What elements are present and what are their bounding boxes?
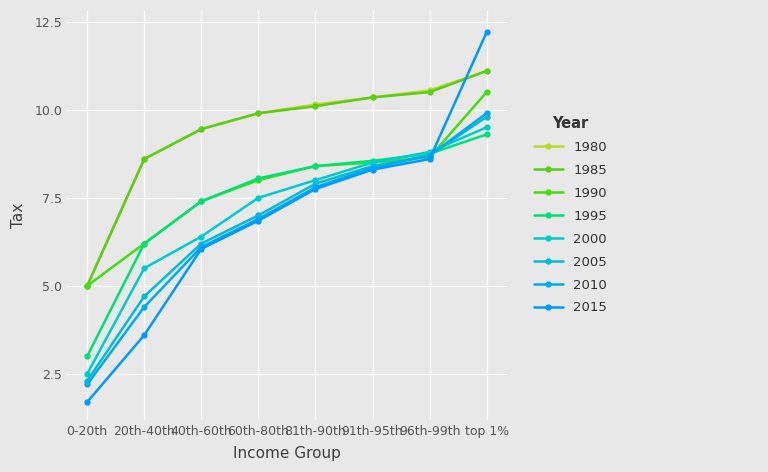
Line: 1990: 1990 xyxy=(84,90,489,288)
1980 xyxy=(368,94,377,100)
2015 xyxy=(368,167,377,172)
1985 xyxy=(482,68,492,74)
2000 xyxy=(311,177,320,183)
1985 xyxy=(82,283,91,289)
1980 xyxy=(425,87,434,93)
1985 xyxy=(368,94,377,100)
Line: 1980: 1980 xyxy=(84,68,489,288)
Line: 2000: 2000 xyxy=(84,125,489,376)
2010 xyxy=(197,244,206,250)
1995 xyxy=(253,176,263,181)
1990 xyxy=(140,241,149,246)
2005 xyxy=(82,378,91,384)
1990 xyxy=(197,199,206,204)
2015 xyxy=(482,29,492,35)
X-axis label: Income Group: Income Group xyxy=(233,446,341,461)
1990 xyxy=(368,160,377,165)
1980 xyxy=(311,101,320,107)
Line: 1995: 1995 xyxy=(84,132,489,359)
2005 xyxy=(368,163,377,169)
2005 xyxy=(140,294,149,299)
1995 xyxy=(197,199,206,204)
2010 xyxy=(311,185,320,190)
2000 xyxy=(140,265,149,271)
Line: 1985: 1985 xyxy=(84,68,489,288)
1985 xyxy=(311,103,320,109)
2000 xyxy=(253,195,263,201)
2015 xyxy=(82,399,91,405)
2015 xyxy=(197,246,206,252)
2010 xyxy=(482,110,492,116)
1980 xyxy=(253,110,263,116)
2000 xyxy=(425,149,434,155)
1995 xyxy=(311,163,320,169)
1990 xyxy=(82,283,91,289)
Line: 2005: 2005 xyxy=(84,114,489,383)
2005 xyxy=(253,212,263,218)
2015 xyxy=(253,218,263,224)
1995 xyxy=(140,241,149,246)
1980 xyxy=(82,283,91,289)
1995 xyxy=(368,158,377,164)
Y-axis label: Tax: Tax xyxy=(11,203,26,228)
2000 xyxy=(197,234,206,239)
1985 xyxy=(425,89,434,95)
1990 xyxy=(482,89,492,95)
2015 xyxy=(311,186,320,192)
1990 xyxy=(425,154,434,160)
1995 xyxy=(482,132,492,137)
2005 xyxy=(311,181,320,186)
1985 xyxy=(140,156,149,162)
2010 xyxy=(140,304,149,310)
2005 xyxy=(482,114,492,119)
1980 xyxy=(197,126,206,132)
2005 xyxy=(425,153,434,159)
1995 xyxy=(425,151,434,157)
Line: 2015: 2015 xyxy=(84,30,489,405)
1985 xyxy=(197,126,206,132)
1980 xyxy=(482,68,492,74)
2000 xyxy=(368,160,377,165)
1990 xyxy=(311,163,320,169)
1985 xyxy=(253,110,263,116)
2015 xyxy=(425,156,434,162)
2010 xyxy=(425,153,434,159)
1995 xyxy=(82,354,91,359)
Line: 2010: 2010 xyxy=(84,111,489,387)
1990 xyxy=(253,177,263,183)
2015 xyxy=(140,332,149,338)
2010 xyxy=(82,382,91,388)
2000 xyxy=(482,125,492,130)
2010 xyxy=(368,165,377,171)
1980 xyxy=(140,156,149,162)
2010 xyxy=(253,216,263,222)
2005 xyxy=(197,241,206,246)
Legend: 1980, 1985, 1990, 1995, 2000, 2005, 2010, 2015: 1980, 1985, 1990, 1995, 2000, 2005, 2010… xyxy=(522,104,619,326)
2000 xyxy=(82,371,91,377)
